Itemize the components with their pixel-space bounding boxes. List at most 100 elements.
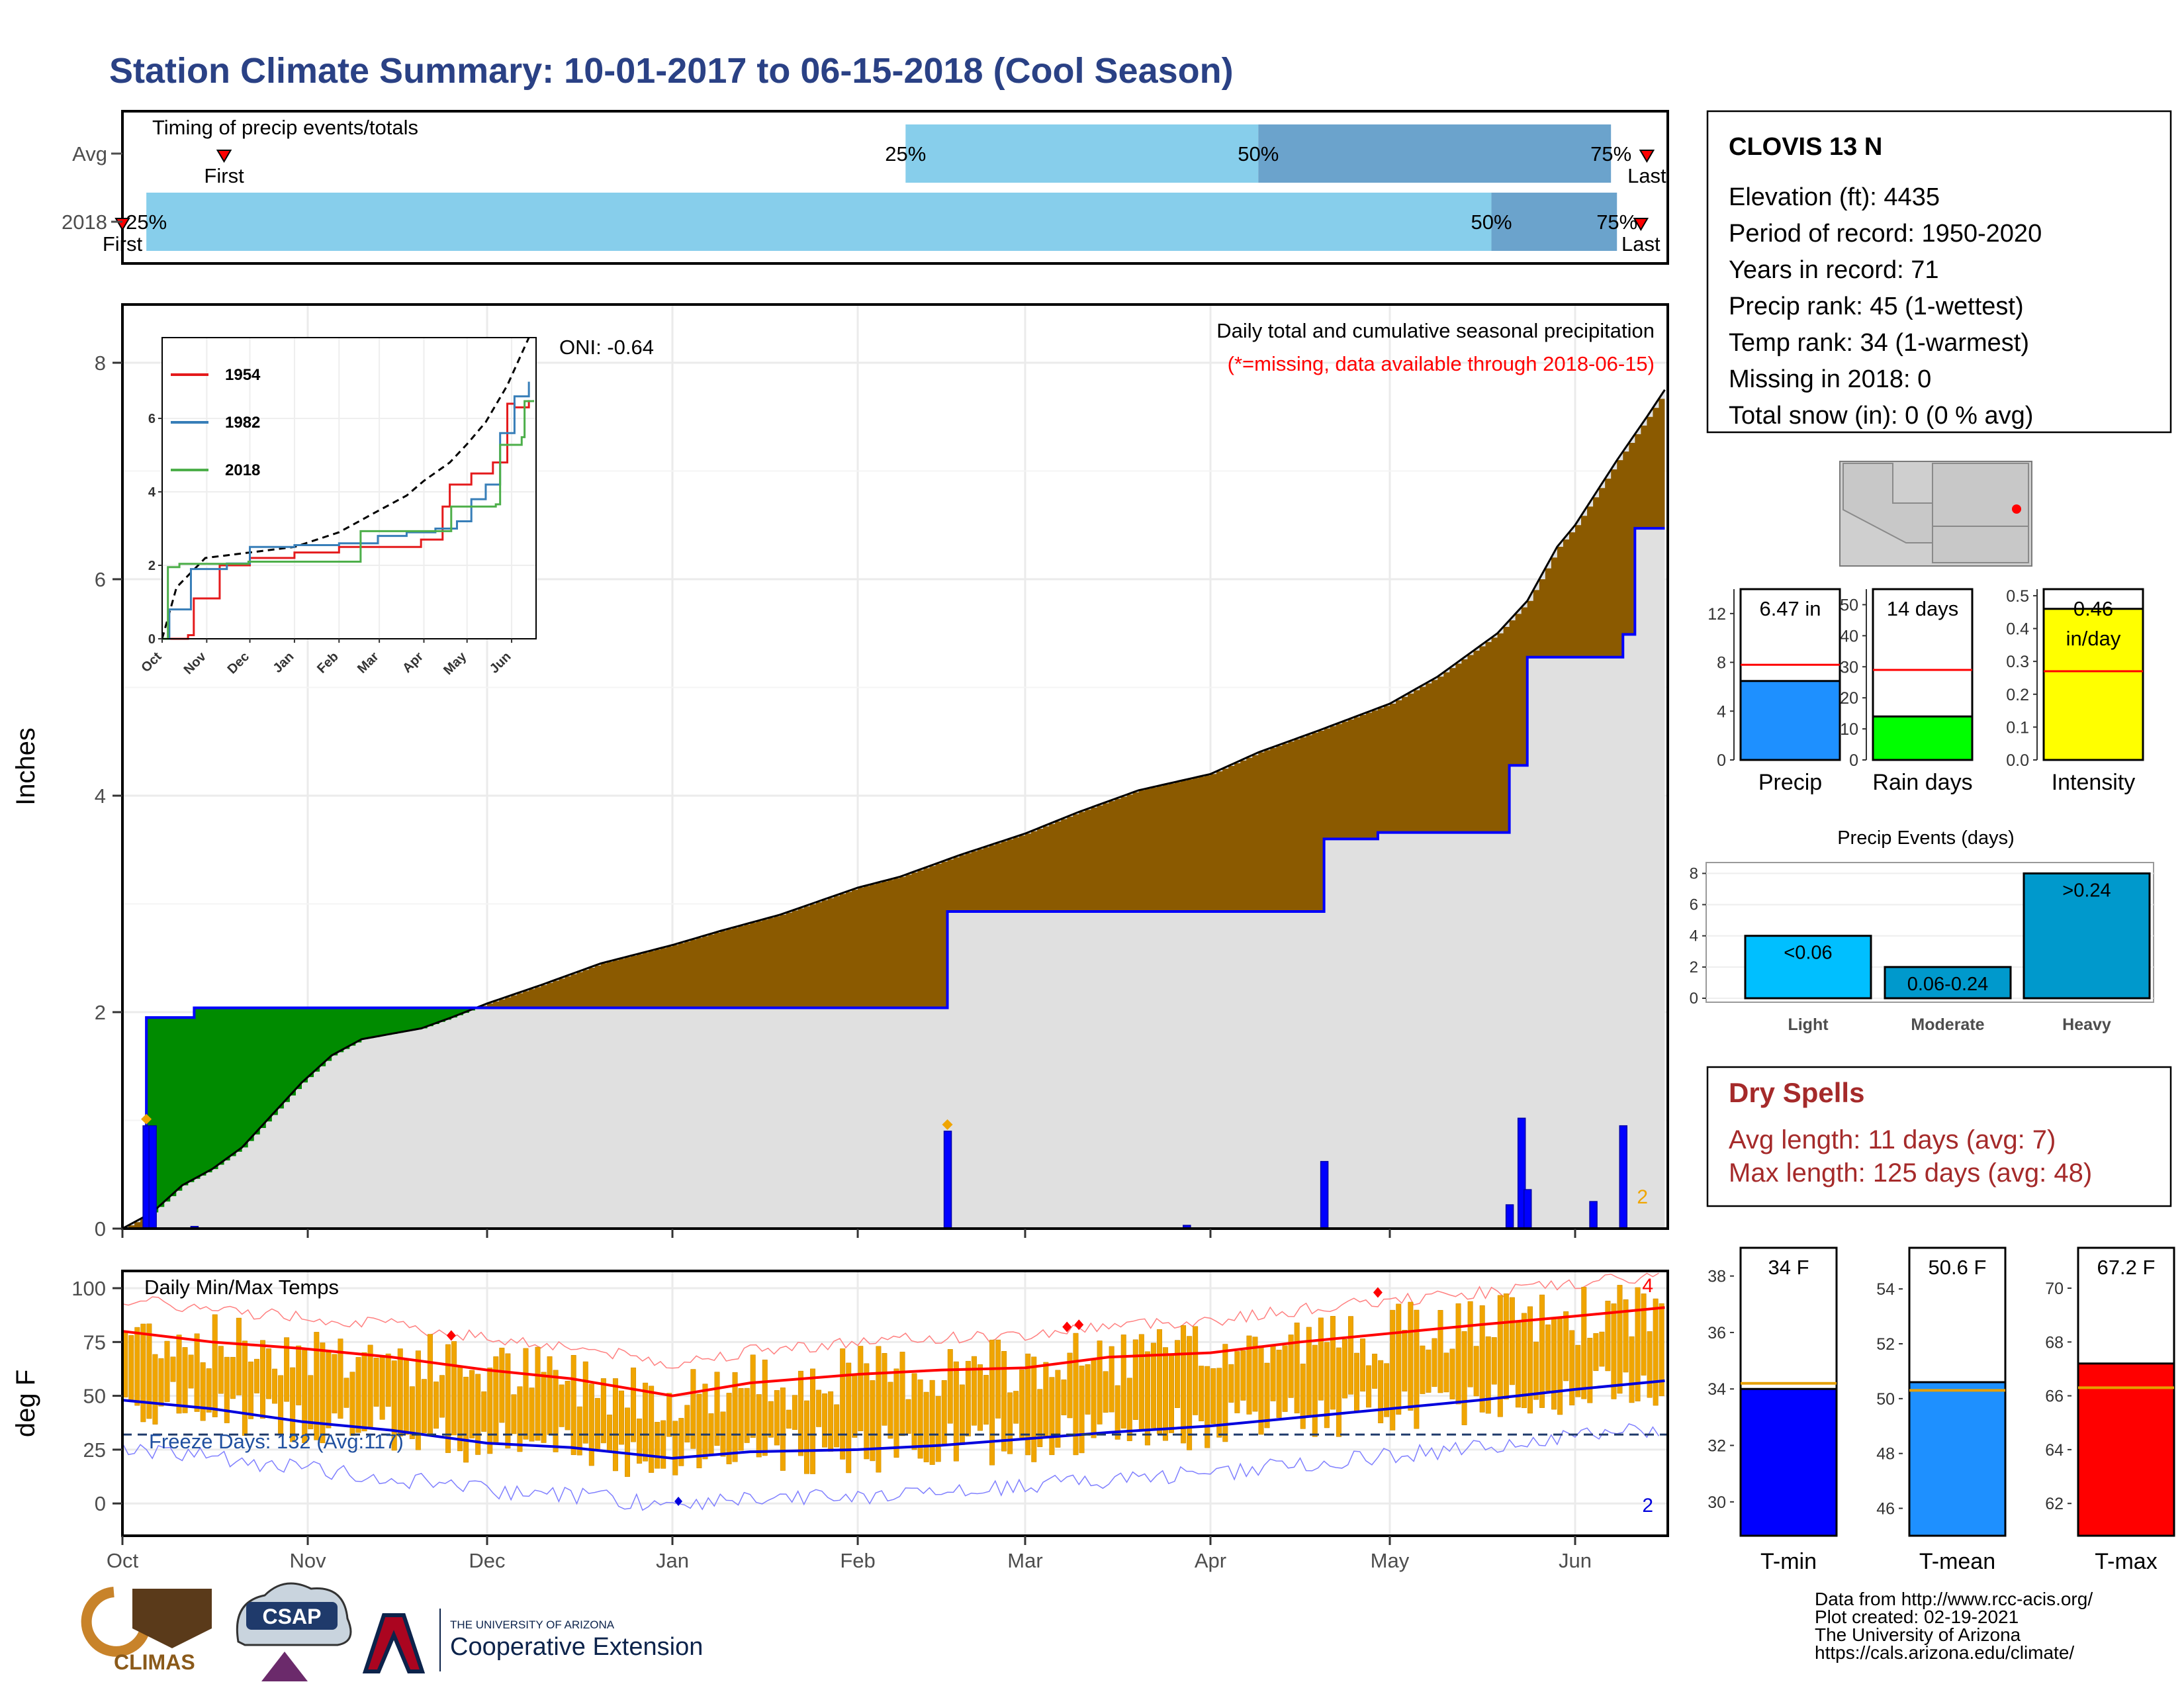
temp-y-axis-title: deg F: [11, 1370, 40, 1437]
oni-value: ONI: -0.64: [559, 336, 654, 359]
temp-y-tick-label: 0: [95, 1492, 106, 1515]
summary-value-label: 14 days: [1887, 597, 1959, 620]
record-low-marker: [674, 1496, 683, 1506]
freeze-days-text: Freeze Days: 132 (Avg:117): [149, 1430, 404, 1453]
logos: CLIMAS CSAP THE UNIVERSITY OF ARIZONA Co…: [81, 1582, 703, 1681]
month-axis: Oct Nov Dec Jan Feb Mar Apr May Jun: [107, 1536, 1592, 1572]
university-name: THE UNIVERSITY OF ARIZONA: [450, 1618, 615, 1631]
summary-caption: Rain days: [1872, 770, 1972, 795]
temp-heading: Daily Min/Max Temps: [144, 1276, 339, 1299]
dry-spells-box: Dry Spells Avg length: 11 days (avg: 7) …: [1706, 1066, 2172, 1207]
daily-max-marker: [942, 1119, 953, 1130]
events-bar-label: 0.06-0.24: [1907, 974, 1989, 995]
locator-map: [1839, 461, 2032, 567]
csap-mountain: [261, 1652, 308, 1681]
daily-precip-bar: [1505, 1204, 1514, 1229]
events-y-tick-label: 6: [1690, 896, 1698, 914]
events-category-label: Light: [1788, 1015, 1829, 1034]
summary-caption: Precip: [1758, 770, 1822, 795]
dry-spells-max: Max length: 125 days (avg: 48): [1729, 1158, 2092, 1188]
daily-max-marker: [141, 1113, 152, 1125]
temp-count-high: 4: [1642, 1275, 1653, 1297]
first-label: First: [204, 164, 244, 187]
dry-spells-frame: [1706, 1066, 2172, 1207]
month-tick-label: Apr: [1195, 1549, 1226, 1572]
temp-y-tick-label: 50: [83, 1385, 106, 1408]
summary-value-unit: in/day: [2066, 627, 2121, 650]
surplus-area: [146, 1008, 481, 1216]
temp-frame: [121, 1270, 1669, 1537]
timing-p25: 25%: [126, 211, 167, 234]
temp-summary-tick-label: 36: [1707, 1324, 1726, 1342]
climas-emblem: [132, 1589, 212, 1648]
summary-y-tick-label: 0.4: [2006, 620, 2029, 639]
normal-cumulative-line: [122, 389, 1666, 1230]
observed-cumulative-line: [122, 527, 1665, 1230]
dry-spells-avg: Avg length: 11 days (avg: 7): [1729, 1125, 2056, 1154]
inset-y-tick-label: 4: [148, 485, 156, 500]
temp-summary-tick-label: 52: [1876, 1335, 1895, 1354]
precip-corner-count: 2: [1637, 1186, 1648, 1208]
temp-summary-bar: [2077, 1362, 2175, 1537]
station-detail-line: Years in record: 71: [1729, 256, 1939, 284]
station-name: CLOVIS 13 N: [1729, 133, 1882, 161]
month-tick-label: Oct: [107, 1549, 139, 1572]
record-high-marker: [1074, 1319, 1084, 1331]
y-tick-label: 0: [95, 1217, 106, 1241]
last-marker-icon: [1633, 218, 1649, 231]
station-detail-line: Missing in 2018: 0: [1729, 365, 1931, 393]
first-label: First: [103, 232, 143, 256]
normal-cumulative-area: [122, 389, 1665, 1229]
csap-wordmark: CSAP: [263, 1605, 322, 1628]
month-tick-label: Feb: [840, 1549, 875, 1572]
events-y-tick-label: 4: [1690, 927, 1698, 945]
deficit-area: [128, 399, 1665, 1229]
temp-summary-tick-label: 48: [1876, 1445, 1895, 1464]
temp-summary-tick-label: 50: [1876, 1390, 1895, 1409]
avg-tmin-line: [122, 1379, 1665, 1460]
inset-y-tick-label: 6: [148, 412, 156, 426]
legend-label: 2018: [225, 461, 260, 479]
inset-frame-bg: [161, 337, 537, 639]
precip-areas: [122, 389, 1666, 1230]
timing-panel: 25% 50% 75% First Last Avg 25% 50% 75% First Last 2…: [62, 110, 1669, 265]
timing-bar-lower: [905, 124, 1259, 183]
summary-y-tick-label: 0.0: [2006, 751, 2029, 770]
summary-y-tick-label: 0.3: [2006, 653, 2029, 671]
timing-row-label: Avg: [72, 142, 107, 165]
temp-summary-bar: [1908, 1381, 2007, 1537]
avg-tmax-line: [122, 1306, 1665, 1397]
record-high-marker: [1062, 1321, 1072, 1333]
events-bar-label: <0.06: [1784, 943, 1832, 964]
timing-p75: 75%: [1590, 142, 1631, 165]
events-y-tick-label: 0: [1690, 990, 1698, 1008]
timing-bar-upper: [1491, 193, 1617, 251]
timing-label: Timing of precip events/totals: [152, 116, 418, 139]
daily-precip-bar: [1589, 1201, 1598, 1229]
legend-label: 1982: [225, 414, 260, 432]
page-title: Station Climate Summary: 10-01-2017 to 0…: [109, 51, 1234, 91]
summary-y-tick-label: 30: [1840, 658, 1858, 677]
daily-precip-bar: [148, 1125, 157, 1229]
record-low-line: [122, 1423, 1660, 1511]
summary-bar: [2042, 608, 2144, 761]
temp-summary-value: 34 F: [1768, 1256, 1809, 1279]
arizona-a-icon: [362, 1613, 426, 1673]
month-tick-label: Jan: [656, 1549, 689, 1572]
temp-summary-caption: T-mean: [1919, 1549, 1995, 1574]
timing-bar-upper: [1258, 124, 1612, 183]
state-outlines: [1843, 463, 2029, 563]
summary-bar: [1739, 680, 1841, 761]
station-detail-line: Temp rank: 34 (1-warmest): [1729, 329, 2029, 357]
temp-summary-tick-label: 64: [2045, 1441, 2064, 1460]
summary-y-tick-label: 8: [1717, 654, 1726, 673]
temp-y-tick-label: 100: [71, 1277, 106, 1300]
station-detail-line: Precip rank: 45 (1-wettest): [1729, 293, 2024, 320]
temp-summary-tick-label: 70: [2045, 1280, 2064, 1298]
daily-precip-bar: [1523, 1189, 1532, 1229]
station-info-box: CLOVIS 13 N Elevation (ft): 4435 Period o…: [1706, 110, 2172, 434]
y-tick-label: 8: [95, 352, 106, 375]
missing-note: (*=missing, data available through 2018-…: [1228, 352, 1655, 375]
temperature-panel: 0 25 50 75 100 Oct Nov Dec Jan Feb Mar Apr May Jun d…: [11, 1270, 1669, 1572]
